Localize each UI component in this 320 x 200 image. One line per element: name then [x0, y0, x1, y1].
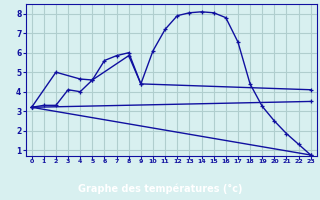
Text: Graphe des températures (°c): Graphe des températures (°c)	[78, 183, 242, 194]
